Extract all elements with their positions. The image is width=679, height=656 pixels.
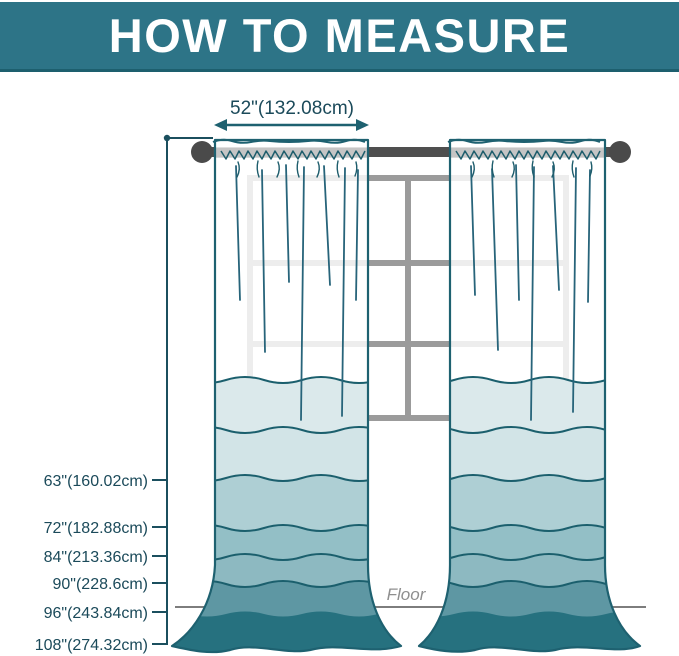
length-label-84: 84"(213.36cm) [44, 549, 148, 566]
gathered-header-right [455, 150, 601, 160]
rod-finial-right [609, 141, 631, 163]
title-banner: HOW TO MEASURE [0, 2, 679, 72]
page-title: HOW TO MEASURE [108, 9, 571, 62]
length-label-96: 96"(243.84cm) [44, 605, 148, 622]
length-label-90: 90"(228.6cm) [53, 576, 149, 593]
curtain-panel-right [417, 138, 642, 653]
gather-strokes-right [471, 160, 593, 178]
length-label-63: 63"(160.02cm) [44, 473, 148, 490]
width-arrowhead-right [356, 119, 369, 131]
floor-label: Floor [387, 585, 427, 604]
gathered-header-left [220, 150, 366, 160]
rod-finial-left [191, 141, 213, 163]
curtain-right-top-edge [447, 138, 601, 144]
width-measurement: 52"(132.08cm) [214, 98, 369, 131]
curtain-right-outline [417, 138, 642, 653]
curtain-left-folds [235, 164, 359, 421]
width-measure-label: 52"(132.08cm) [230, 98, 354, 119]
length-label-108: 108"(274.32cm) [35, 637, 148, 654]
width-arrowhead-left [214, 119, 227, 131]
curtain-left-outline [170, 138, 403, 654]
gather-strokes-left [236, 160, 358, 178]
length-measurement: 63"(160.02cm) 72"(182.88cm) 84"(213.36cm… [35, 134, 213, 654]
curtain-right-folds [470, 164, 591, 421]
length-label-72: 72"(182.88cm) [44, 520, 148, 537]
curtain-panel-left [170, 138, 403, 654]
curtain-left-top-edge [212, 138, 366, 144]
